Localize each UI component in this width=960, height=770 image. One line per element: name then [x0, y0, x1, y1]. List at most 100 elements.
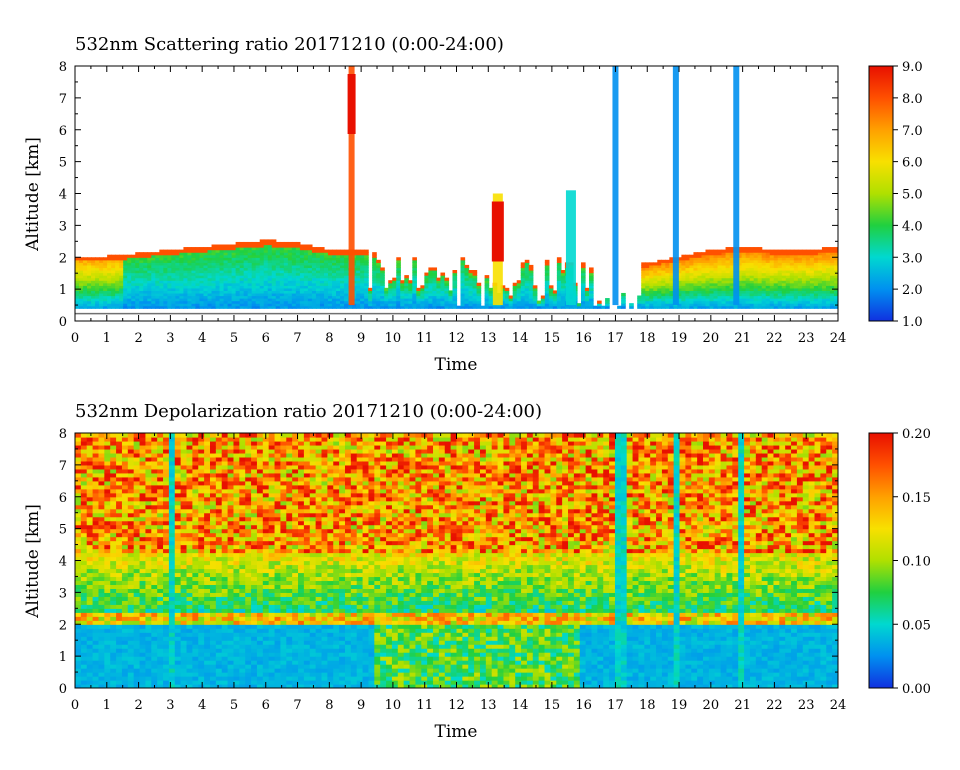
heatmap-cell [251, 277, 257, 281]
heatmap-cell [103, 272, 108, 276]
heatmap-cell [187, 298, 193, 302]
heatmap-cell [464, 267, 470, 271]
heatmap-cell [436, 300, 442, 304]
heatmap-cell [705, 264, 711, 269]
heatmap-cell [104, 592, 111, 597]
heatmap-cell [364, 254, 369, 258]
heatmap-cell [303, 272, 309, 276]
heatmap-cell [116, 624, 123, 629]
heatmap-cell [544, 280, 550, 284]
heatmap-cell [186, 512, 193, 518]
heatmap-cell [360, 287, 365, 291]
heatmap-cell [745, 300, 751, 304]
heatmap-cell [271, 295, 277, 299]
heatmap-cell [174, 624, 182, 629]
heatmap-cell [259, 303, 265, 307]
heatmap-cell [157, 684, 164, 688]
heatmap-cell [773, 267, 779, 271]
heatmap-cell [231, 262, 237, 266]
heatmap-cell [199, 254, 205, 258]
heatmap-cell [781, 305, 787, 309]
heatmap-cell [163, 456, 170, 462]
heatmap-cell [99, 272, 104, 276]
heatmap-cell [299, 259, 305, 263]
heatmap-cell [303, 285, 309, 289]
heatmap-cell [163, 488, 170, 494]
heatmap-cell [500, 295, 506, 299]
heatmap-cell [520, 272, 526, 276]
heatmap-cell [793, 249, 799, 253]
heatmap-cell [785, 290, 791, 294]
heatmap-cell [476, 305, 482, 309]
heatmap-cell [777, 282, 783, 286]
heatmap-cell [207, 267, 213, 271]
x-tick-label: 9 [357, 331, 365, 346]
heatmap-cell [110, 484, 117, 490]
heatmap-cell [98, 452, 105, 458]
x-tick-label: 21 [734, 331, 751, 346]
heatmap-cell [717, 303, 723, 307]
heatmap-cell [127, 262, 132, 266]
heatmap-cell [833, 292, 838, 297]
heatmap-cell [121, 548, 129, 554]
heatmap-cell [116, 436, 123, 442]
heatmap-cell [287, 241, 293, 246]
heatmap-cell [143, 298, 148, 302]
heatmap-cell [145, 556, 152, 562]
heatmap-cell [207, 277, 213, 281]
heatmap-cell [155, 277, 160, 281]
heatmap-cell [665, 285, 670, 289]
heatmap-cell [777, 252, 783, 256]
heatmap-cell [203, 264, 209, 269]
heatmap-cell [356, 262, 361, 266]
heatmap-cell [540, 305, 546, 309]
heatmap-cell [528, 287, 534, 291]
heatmap-cell [75, 636, 82, 641]
heatmap-cell [235, 259, 241, 263]
heatmap-cell [432, 272, 438, 276]
heatmap-cell [168, 604, 176, 609]
heatmap-cell [267, 257, 273, 261]
heatmap-cell [825, 285, 831, 289]
heatmap-cell [75, 680, 82, 685]
heatmap-cell [372, 254, 377, 258]
heatmap-cell [175, 285, 181, 289]
heatmap-cell [336, 300, 341, 304]
heatmap-cell [119, 298, 124, 302]
heatmap-cell [721, 280, 727, 284]
heatmap-cell [215, 244, 221, 248]
heatmap-cell [133, 624, 141, 629]
heatmap-cell [163, 504, 170, 510]
heatmap-cell [773, 300, 779, 304]
heatmap-cell [299, 292, 305, 297]
heatmap-cell [805, 252, 811, 256]
heatmap-cell [231, 295, 237, 299]
heatmap-cell [753, 275, 759, 279]
heatmap-cell [103, 264, 108, 269]
heatmap-cell [540, 298, 546, 302]
heatmap-cell [793, 254, 799, 258]
heatmap-cell [186, 504, 193, 510]
heatmap-cell [777, 295, 783, 299]
heatmap-cell [110, 492, 117, 498]
heatmap-cell [79, 300, 84, 304]
heatmap-cell [773, 254, 779, 258]
heatmap-cell [99, 277, 104, 281]
heatmap-cell [151, 456, 158, 462]
heatmap-cell [195, 259, 201, 263]
heatmap-cell [528, 295, 534, 299]
heatmap-cell [107, 285, 112, 289]
heatmap-cell [167, 285, 172, 289]
heatmap-cell [259, 277, 265, 281]
heatmap-cell [589, 282, 594, 286]
heatmap-cell [83, 305, 88, 309]
heatmap-cell [104, 488, 111, 494]
heatmap-cell [560, 270, 566, 274]
heatmap-cell [621, 305, 626, 309]
heatmap-cell [147, 270, 152, 274]
heatmap-cell [323, 262, 329, 266]
heatmap-cell [741, 290, 747, 294]
heatmap-cell [121, 433, 129, 438]
heatmap-cell [813, 254, 819, 258]
heatmap-cell [110, 452, 117, 458]
